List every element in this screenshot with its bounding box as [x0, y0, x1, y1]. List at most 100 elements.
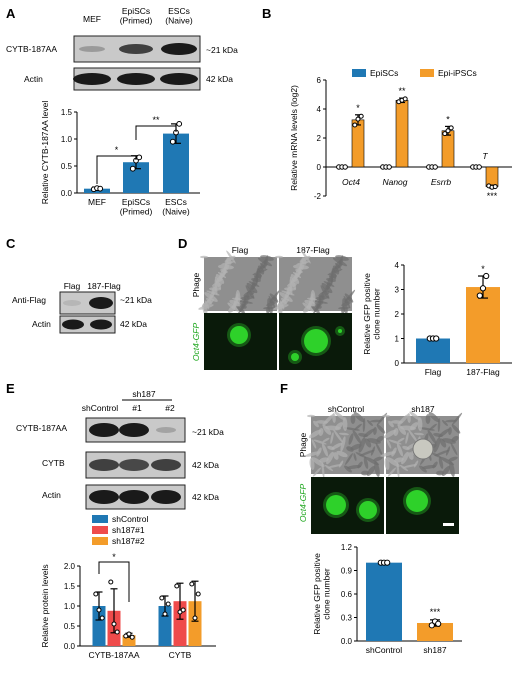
b-point-episcs: [342, 164, 348, 170]
a-sig-label: **: [152, 115, 160, 125]
phase-texture: [450, 442, 458, 456]
e-y-axis: 0.0 0.5 1.0 1.5 2.0: [64, 562, 81, 651]
phase-texture: [376, 424, 386, 434]
label-line: EpiSCs: [122, 197, 150, 207]
phase-texture: [352, 430, 362, 444]
f-gfp-sh187: [386, 477, 459, 534]
a-sig-bracket: [135, 125, 177, 140]
y-tick-label: 0.6: [341, 590, 353, 599]
y-tick-label: 1.2: [341, 543, 353, 552]
d-gfp-187flag: [279, 313, 352, 370]
phase-texture: [373, 456, 383, 462]
phase-texture: [429, 423, 437, 431]
a-y-axis: 0.0 0.5 1.0 1.5: [61, 108, 78, 198]
y-tick-label: 3: [395, 286, 400, 295]
data-point: [445, 128, 451, 134]
phase-texture: [383, 429, 397, 439]
phase-texture: [344, 465, 352, 473]
phase-texture: [407, 413, 411, 423]
phase-texture: [386, 457, 400, 467]
blot-size-label: 42 kDa: [206, 74, 233, 84]
a-x-label: EpiSCs (Primed): [120, 197, 153, 216]
phase-texture: [417, 417, 423, 431]
phase-texture: [433, 437, 441, 453]
blot-band: [89, 490, 119, 504]
panel-c: Flag 187-Flag Anti-Flag Actin ~21 kDa 42 kDa: [12, 281, 152, 334]
data-point: [435, 620, 442, 627]
data-point: [448, 125, 454, 131]
data-point: [384, 559, 391, 566]
phase-texture: [397, 437, 405, 443]
phase-texture: [364, 438, 372, 448]
phase-texture: [226, 250, 236, 264]
data-point: [180, 607, 186, 613]
panel-e: sh187 shControl #1 #2 CYTB-187AA CYTB Actin ~21…: [16, 389, 224, 660]
e-bar: [188, 601, 202, 646]
blot-size-label: ~21 kDa: [192, 427, 224, 437]
data-point: [93, 591, 99, 597]
blot-band: [151, 490, 181, 504]
y-tick-label: 0.0: [64, 642, 76, 651]
phase-texture: [438, 428, 450, 438]
phase-texture: [370, 446, 376, 456]
phase-texture: [315, 296, 329, 300]
phase-texture: [275, 255, 283, 259]
blot-band: [119, 459, 149, 471]
label-line: ESCs: [168, 6, 190, 16]
f-col-label: sh187: [411, 404, 434, 414]
phase-texture: [410, 422, 418, 430]
phase-texture: [363, 457, 369, 469]
e-y-label: Relative protein levels: [40, 564, 50, 647]
a-y-label: Relative CYTB-187AA level: [40, 101, 50, 205]
phase-texture: [345, 453, 353, 465]
y-tick-label: 0.5: [64, 622, 76, 631]
gfp-colony: [291, 353, 299, 361]
phase-texture: [354, 423, 362, 431]
phase-texture: [334, 411, 346, 421]
phase-texture: [326, 451, 334, 465]
e-bar: [122, 635, 136, 646]
phase-texture: [269, 289, 281, 303]
lane-label: Flag: [64, 281, 81, 291]
data-point: [126, 631, 132, 637]
phase-texture: [393, 428, 399, 436]
phase-texture: [240, 296, 254, 300]
data-point: [483, 272, 490, 280]
label-line: clone number: [321, 568, 331, 620]
phase-texture: [350, 414, 356, 424]
phase-texture: [396, 462, 400, 478]
data-point: [355, 116, 361, 122]
phase-texture: [336, 450, 348, 458]
d-row-label: Phage: [191, 272, 201, 297]
phase-texture: [340, 436, 346, 452]
phase-texture: [200, 255, 208, 259]
data-point: [192, 615, 198, 621]
phase-texture: [451, 435, 459, 443]
phase-texture: [434, 449, 450, 457]
phase-texture: [350, 443, 362, 451]
f-phase-colony: [412, 438, 434, 460]
y-tick-label: 1.0: [64, 602, 76, 611]
blot-row-label: Anti-Flag: [12, 295, 46, 305]
phase-texture: [335, 422, 343, 430]
f-x-label: sh187: [423, 645, 446, 655]
data-point: [476, 292, 483, 299]
data-point: [479, 285, 487, 292]
phase-texture: [432, 461, 438, 469]
blot-band: [89, 297, 113, 309]
e-sig-label: *: [112, 552, 116, 562]
y-tick-label: 0: [395, 359, 400, 368]
data-point: [352, 122, 358, 128]
blot-band: [119, 423, 149, 437]
a-sig-label: *: [115, 145, 119, 155]
phase-texture: [413, 460, 419, 468]
blot-row-label: Actin: [24, 74, 43, 84]
blot-band: [63, 300, 81, 306]
b-y-label: Relative mRNA levels (log2): [289, 85, 299, 191]
f-x-label: shControl: [366, 645, 402, 655]
phase-texture: [409, 411, 421, 421]
blot-anti-flag: [59, 291, 116, 315]
phase-texture: [301, 250, 311, 264]
phase-texture: [362, 418, 366, 432]
phase-texture: [391, 447, 397, 457]
